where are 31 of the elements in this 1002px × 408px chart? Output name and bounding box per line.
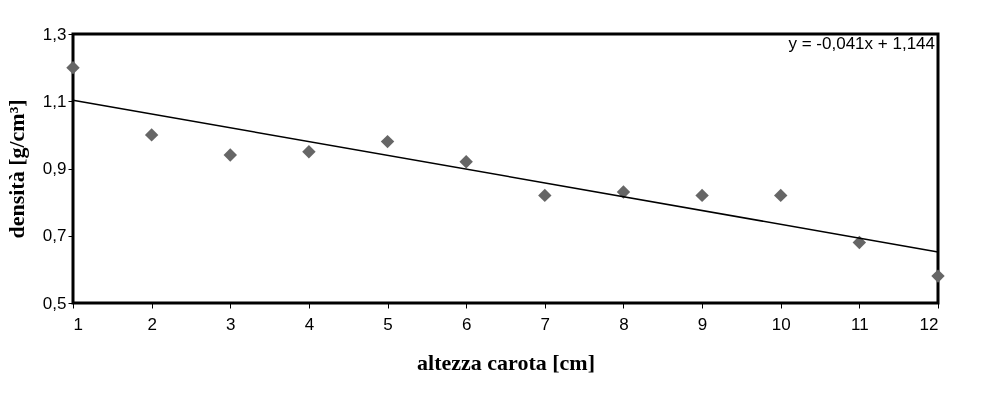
y-tick-label: 1,1 [42, 91, 67, 111]
point [302, 144, 316, 159]
point [66, 60, 80, 75]
x-tick-label: 10 [771, 314, 791, 334]
x-tick-label: 2 [147, 314, 157, 334]
x-tick-label: 8 [619, 314, 629, 334]
point [538, 188, 552, 203]
point [380, 134, 395, 149]
y-tick-label: 0,9 [42, 159, 67, 178]
x-axis-title: altezza carota [cm] [417, 349, 595, 375]
x-tick-label: 9 [697, 314, 708, 334]
point [616, 185, 631, 199]
y-tick-label: 1,3 [42, 24, 67, 44]
point [931, 269, 945, 283]
y-tick-label: 0,5 [42, 293, 67, 313]
point [459, 155, 473, 169]
annotation: y = -0,041x + 1,144 [788, 34, 935, 53]
x-tick-label: 6 [461, 314, 472, 334]
point [774, 188, 788, 203]
x-tick-label: 1 [73, 314, 83, 334]
y-axis-title: densità [g/cm³] [3, 99, 29, 239]
point [223, 148, 237, 162]
x-tick-label: 11 [851, 314, 869, 334]
x-tick-label: 5 [383, 314, 393, 334]
y-tick-label: 0,7 [42, 226, 67, 246]
x-tick-label: 3 [226, 314, 236, 334]
x-tick-label: 12 [919, 314, 939, 334]
point [144, 128, 159, 142]
point [695, 188, 709, 203]
x-tick-label: 7 [540, 314, 551, 334]
x-tick-label: 4 [304, 314, 315, 334]
